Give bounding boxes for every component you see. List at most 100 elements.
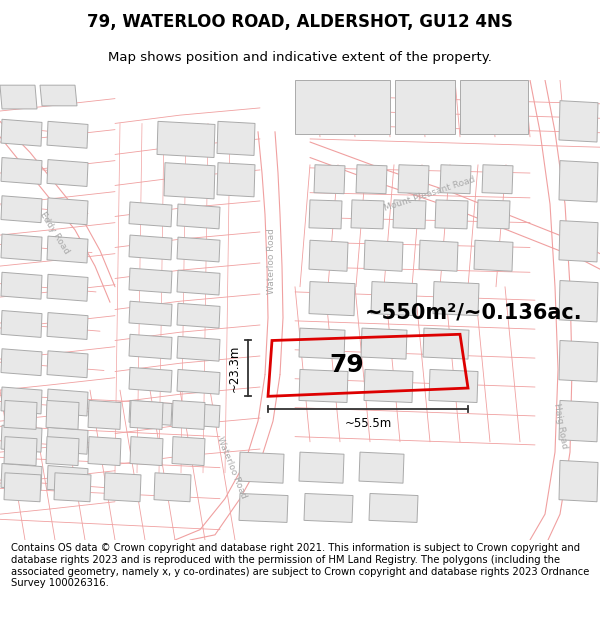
Polygon shape (477, 200, 510, 229)
Text: Contains OS data © Crown copyright and database right 2021. This information is : Contains OS data © Crown copyright and d… (11, 543, 589, 588)
Polygon shape (309, 200, 342, 229)
Polygon shape (239, 452, 284, 483)
Polygon shape (429, 369, 478, 402)
Polygon shape (129, 301, 172, 326)
Polygon shape (299, 369, 348, 402)
Polygon shape (419, 240, 458, 271)
Polygon shape (364, 240, 403, 271)
Polygon shape (559, 101, 598, 142)
Polygon shape (314, 165, 345, 194)
Polygon shape (559, 281, 598, 322)
Polygon shape (295, 80, 390, 134)
Polygon shape (217, 121, 255, 156)
Polygon shape (309, 240, 348, 271)
Polygon shape (129, 368, 172, 392)
Polygon shape (474, 240, 513, 271)
Polygon shape (559, 161, 598, 202)
Polygon shape (164, 162, 215, 199)
Polygon shape (47, 274, 88, 301)
Polygon shape (217, 162, 255, 197)
Polygon shape (559, 401, 598, 442)
Text: Mount Pleasant Road: Mount Pleasant Road (383, 175, 477, 213)
Polygon shape (398, 165, 429, 194)
Polygon shape (371, 282, 417, 316)
Polygon shape (130, 401, 163, 429)
Polygon shape (1, 464, 42, 491)
Polygon shape (47, 389, 88, 416)
Polygon shape (4, 437, 37, 466)
Polygon shape (299, 452, 344, 483)
Polygon shape (88, 401, 121, 429)
Polygon shape (364, 369, 413, 402)
Polygon shape (47, 428, 88, 454)
Polygon shape (1, 311, 42, 338)
Polygon shape (369, 494, 418, 522)
Polygon shape (54, 472, 91, 502)
Polygon shape (157, 121, 215, 158)
Polygon shape (177, 303, 220, 328)
Polygon shape (47, 159, 88, 186)
Polygon shape (1, 196, 42, 222)
Polygon shape (47, 198, 88, 225)
Polygon shape (4, 472, 41, 502)
Polygon shape (154, 472, 191, 502)
Polygon shape (460, 80, 528, 134)
Text: 79: 79 (329, 352, 364, 377)
Polygon shape (129, 268, 172, 293)
Text: ~55.5m: ~55.5m (344, 417, 392, 430)
Polygon shape (1, 349, 42, 376)
Polygon shape (47, 121, 88, 148)
Polygon shape (1, 387, 42, 414)
Polygon shape (88, 437, 121, 466)
Polygon shape (559, 461, 598, 502)
Polygon shape (299, 328, 345, 359)
Polygon shape (356, 165, 387, 194)
Polygon shape (129, 401, 172, 425)
Polygon shape (1, 425, 42, 452)
Polygon shape (129, 334, 172, 359)
Polygon shape (309, 282, 355, 316)
Polygon shape (177, 336, 220, 361)
Polygon shape (47, 466, 88, 492)
Polygon shape (47, 236, 88, 263)
Polygon shape (359, 452, 404, 483)
Polygon shape (482, 165, 513, 194)
Polygon shape (559, 341, 598, 382)
Text: Waterloo Road: Waterloo Road (215, 436, 248, 500)
Polygon shape (1, 234, 42, 261)
Polygon shape (304, 494, 353, 522)
Text: ~550m²/~0.136ac.: ~550m²/~0.136ac. (365, 302, 583, 322)
Polygon shape (435, 200, 468, 229)
Polygon shape (177, 270, 220, 295)
Polygon shape (433, 282, 479, 316)
Polygon shape (4, 401, 37, 429)
Polygon shape (46, 437, 79, 466)
Polygon shape (172, 401, 205, 429)
Polygon shape (395, 80, 455, 134)
Polygon shape (423, 328, 469, 359)
Text: 79, WATERLOO ROAD, ALDERSHOT, GU12 4NS: 79, WATERLOO ROAD, ALDERSHOT, GU12 4NS (87, 13, 513, 31)
Polygon shape (47, 351, 88, 378)
Polygon shape (40, 85, 77, 106)
Polygon shape (104, 472, 141, 502)
Text: Map shows position and indicative extent of the property.: Map shows position and indicative extent… (108, 51, 492, 64)
Polygon shape (177, 369, 220, 394)
Polygon shape (1, 119, 42, 146)
Text: Eddy Road: Eddy Road (38, 210, 71, 256)
Polygon shape (361, 328, 407, 359)
Polygon shape (46, 401, 79, 429)
Polygon shape (177, 204, 220, 229)
Polygon shape (0, 85, 37, 109)
Polygon shape (393, 200, 426, 229)
Polygon shape (351, 200, 384, 229)
Polygon shape (129, 235, 172, 260)
Text: Waterloo Road: Waterloo Road (266, 228, 275, 294)
Text: Haig Road: Haig Road (551, 402, 568, 450)
Polygon shape (177, 237, 220, 262)
Polygon shape (440, 165, 471, 194)
Polygon shape (1, 272, 42, 299)
Polygon shape (239, 494, 288, 522)
Polygon shape (47, 312, 88, 339)
Polygon shape (172, 437, 205, 466)
Polygon shape (1, 158, 42, 184)
